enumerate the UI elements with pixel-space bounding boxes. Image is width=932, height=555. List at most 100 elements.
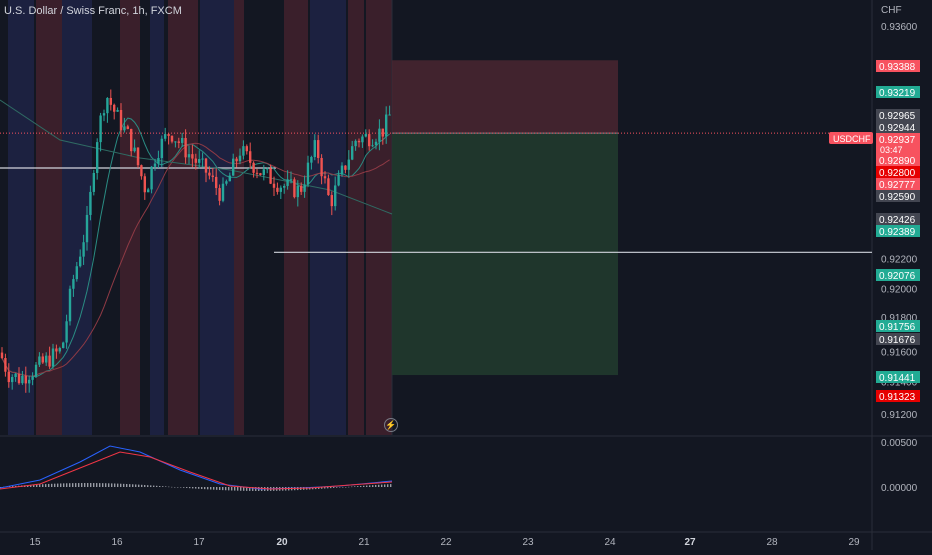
time-tick-label: 24 [604, 537, 616, 548]
price-label-text: 0.92076 [879, 271, 916, 282]
candle-body [45, 355, 48, 363]
macd-histogram-bar [174, 487, 176, 488]
price-label-badge [876, 213, 920, 225]
price-label-badge [876, 269, 920, 281]
candle-body [55, 348, 58, 352]
horizontal-lines[interactable] [0, 132, 872, 253]
candle-body [65, 321, 68, 343]
candle-body [225, 181, 228, 184]
candle-body [106, 97, 109, 114]
macd-histogram-bar [207, 487, 209, 490]
candle-body [79, 256, 82, 267]
price-label-text: 0.92426 [879, 215, 916, 226]
candle-body [249, 151, 252, 163]
macd-histogram-bar [12, 486, 14, 487]
macd-histogram-bar [81, 483, 83, 487]
candle-body [296, 185, 299, 198]
price-label-text: 0.92800 [879, 168, 916, 179]
time-tick-label: 20 [276, 537, 288, 548]
session-band [168, 0, 198, 435]
macd-histogram-bar [246, 487, 248, 491]
macd-histogram-bar [327, 487, 329, 489]
candle-body [181, 137, 184, 143]
candlesticks [0, 89, 391, 393]
macd-histogram-bar [348, 486, 350, 488]
session-band [8, 0, 34, 435]
macd-histogram-bar [165, 486, 167, 487]
candle-body [340, 165, 344, 175]
time-tick-label: 22 [440, 537, 452, 548]
macd-histogram-bar [78, 483, 80, 487]
macd-histogram-bar [114, 483, 116, 487]
time-tick-label: 15 [29, 537, 41, 548]
macd-histogram-bar [321, 487, 323, 489]
macd-histogram-bar [162, 486, 164, 487]
macd-histogram-bar [57, 483, 59, 487]
macd-histogram-bar [105, 483, 107, 487]
candle-body [177, 141, 180, 143]
candle-body [344, 165, 347, 170]
candle-body [126, 126, 129, 129]
macd-histogram-bar [99, 483, 101, 487]
price-label-badge [876, 121, 920, 133]
candle-body [82, 242, 85, 257]
candle-body [245, 146, 248, 152]
signal-line [0, 451, 393, 490]
short-position-tool[interactable] [392, 60, 618, 376]
candle-body [357, 140, 361, 143]
candle-body [21, 375, 24, 384]
price-tick-label: 0.91800 [881, 313, 918, 324]
candle-body [218, 188, 221, 201]
time-axis[interactable]: 15 16 17 20 21 22 23 24 27 28 29 [29, 537, 860, 548]
time-tick-label: 29 [848, 537, 860, 548]
price-tick-label: 0.91200 [881, 410, 918, 421]
macd-histogram-bar [330, 487, 332, 489]
macd-histogram-bar [168, 486, 170, 488]
candle-body [99, 115, 102, 143]
candle-body [109, 97, 112, 105]
candle-body [38, 356, 41, 365]
candle-body [374, 141, 378, 146]
price-axis[interactable]: 0.93600 0.92200 0.92000 0.91800 0.91600 0.914… [829, 22, 920, 494]
price-label-text: 0.92777 [879, 180, 916, 191]
macd-histogram-bar [342, 487, 344, 488]
candle-body [102, 113, 106, 116]
candle-body [293, 179, 296, 198]
macd-histogram-bar [222, 487, 224, 491]
price-label-text: 0.91441 [879, 373, 916, 384]
macd-tick-label: 0.00000 [881, 483, 918, 494]
candle-body [62, 342, 65, 348]
symbol-title: U.S. Dollar / Swiss Franc, 1h, FXCM [4, 5, 182, 17]
candle-body [235, 158, 238, 162]
candle-body [272, 183, 276, 188]
macd-histogram-bar [69, 483, 71, 487]
macd-histogram-bar [111, 483, 113, 487]
macd-histogram-bar [201, 487, 203, 489]
macd-histogram-bar [180, 487, 182, 488]
flash-icon[interactable]: ⚡ [384, 418, 398, 432]
macd-histogram-bar [372, 485, 374, 487]
candle-body [269, 168, 272, 184]
session-band [366, 0, 392, 435]
candle-body [14, 373, 17, 378]
macd-histogram-bar [204, 487, 206, 490]
candle-body [354, 140, 357, 147]
candle-body [164, 134, 167, 139]
candle-body [116, 110, 119, 112]
candle-body [279, 187, 282, 192]
price-label-badge [876, 60, 920, 72]
macd-histogram-bar [354, 486, 356, 487]
candle-body [157, 158, 160, 164]
time-tick-label: 27 [684, 537, 696, 548]
time-tick-label: 23 [522, 537, 534, 548]
macd-histogram-bar [108, 483, 110, 487]
symbol-tag [829, 132, 873, 144]
macd-histogram-bar [237, 487, 239, 491]
price-label-badge [876, 333, 920, 345]
candle-body [204, 158, 208, 173]
candle-body [228, 175, 231, 182]
candle-body [4, 358, 7, 372]
candle-body [75, 266, 78, 280]
